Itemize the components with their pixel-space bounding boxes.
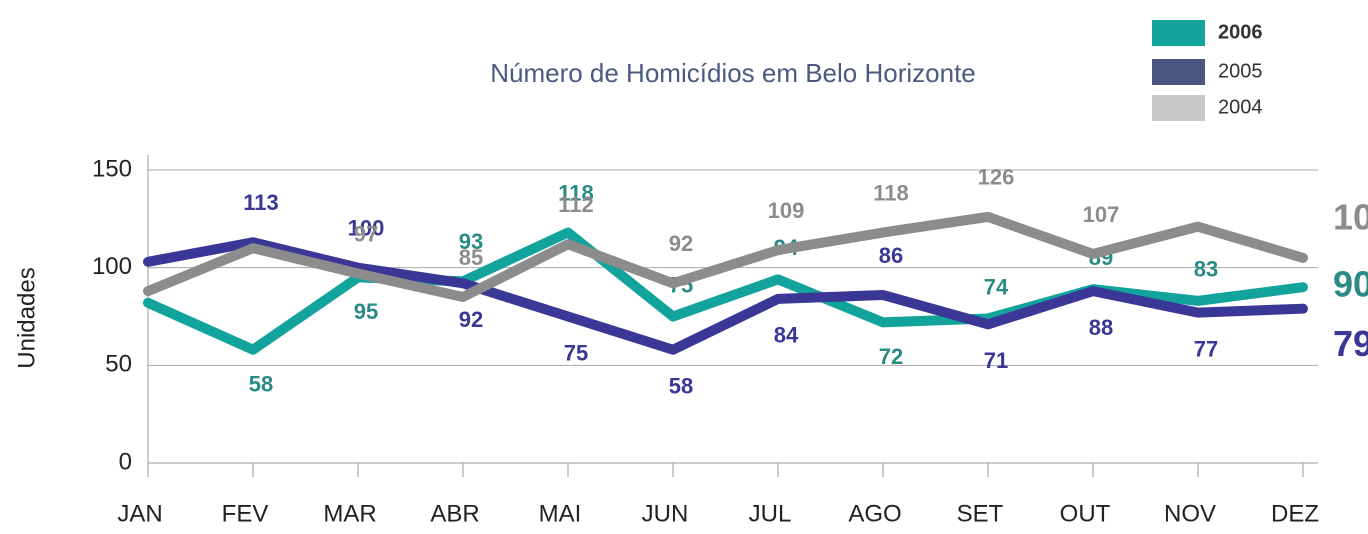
legend-label: 2006: [1218, 21, 1263, 43]
x-tick-label: JUL: [749, 500, 792, 527]
y-tick-label: 50: [105, 351, 132, 378]
data-label: 58: [249, 372, 273, 397]
data-label: 112: [558, 192, 594, 217]
chart-title: Número de Homicídios em Belo Horizonte: [490, 58, 976, 88]
data-label: 93: [459, 229, 483, 254]
legend-label: 2004: [1218, 96, 1263, 118]
data-label: 118: [558, 180, 594, 205]
x-tick-label: NOV: [1164, 500, 1216, 527]
series-line: [143, 237, 1308, 355]
y-axis-label: Unidades: [13, 267, 40, 368]
x-tick-label: FEV: [222, 500, 269, 527]
x-tick-label: MAR: [323, 500, 376, 527]
data-label: 90: [1333, 264, 1368, 305]
x-tick-label: MAI: [539, 500, 582, 527]
data-label: 113: [243, 190, 279, 215]
data-label: 58: [669, 374, 693, 399]
data-label: 109: [768, 198, 805, 223]
data-label: 72: [879, 344, 903, 369]
data-label: 95: [354, 299, 378, 324]
data-label: 85: [459, 245, 483, 270]
data-label: 92: [459, 307, 483, 332]
data-label: 107: [1083, 202, 1120, 227]
data-label: 86: [879, 243, 903, 268]
legend-label: 2005: [1218, 60, 1263, 82]
legend-swatch: [1152, 95, 1205, 121]
series-line: [143, 211, 1308, 302]
y-tick-label: 0: [119, 448, 132, 475]
data-label: 79: [1333, 323, 1368, 364]
data-label: 92: [669, 231, 693, 256]
x-tick-label: AGO: [848, 500, 901, 527]
y-tick-label: 150: [92, 155, 132, 182]
series-line: [143, 227, 1308, 355]
data-label: 118: [873, 180, 909, 205]
x-tick-label: JUN: [642, 500, 689, 527]
x-tick-label: SET: [957, 500, 1004, 527]
x-tick-label: ABR: [430, 500, 479, 527]
x-tick-label: DEZ: [1271, 500, 1319, 527]
y-tick-label: 100: [92, 253, 132, 280]
data-label: 100: [348, 215, 385, 240]
data-label: 83: [1194, 257, 1218, 282]
data-label: 75: [564, 340, 588, 365]
data-label: 88: [1089, 315, 1113, 340]
x-tick-label: JAN: [117, 500, 162, 527]
x-tick-label: OUT: [1060, 500, 1111, 527]
data-label: 126: [978, 165, 1015, 190]
data-label: 84: [774, 323, 799, 348]
data-label: 71: [984, 348, 1008, 373]
data-label: 74: [984, 274, 1009, 299]
data-label: 97: [354, 221, 378, 246]
legend-swatch: [1152, 59, 1205, 85]
legend-swatch: [1152, 20, 1205, 46]
data-label: 105: [1333, 196, 1368, 237]
data-label: 77: [1194, 336, 1218, 361]
